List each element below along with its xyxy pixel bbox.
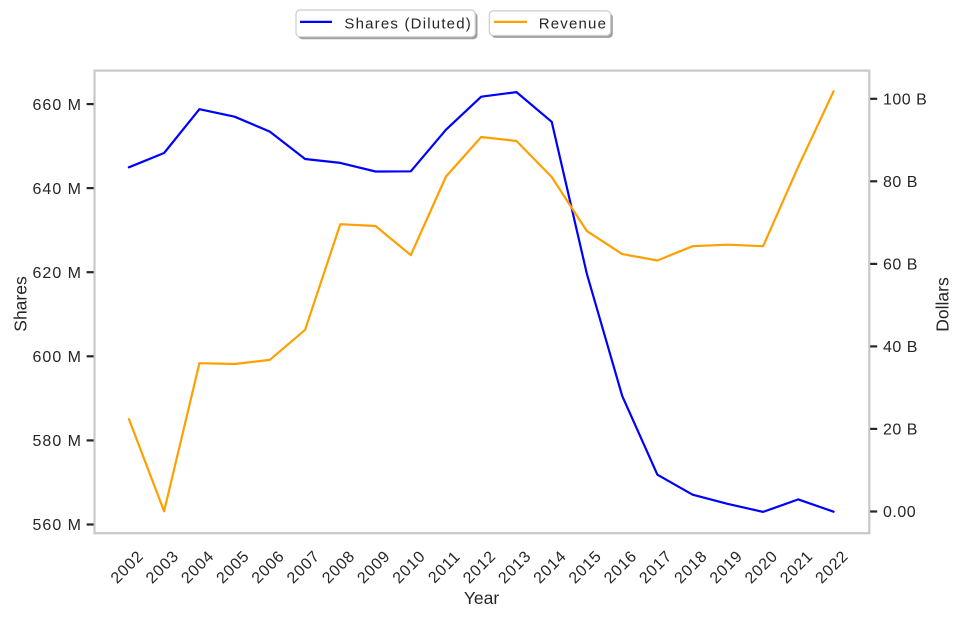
svg-text:Revenue: Revenue [539,16,607,33]
svg-text:60 B: 60 B [883,257,918,274]
svg-text:580 M: 580 M [33,433,82,450]
svg-text:20 B: 20 B [883,422,918,439]
svg-text:Year: Year [464,588,500,608]
svg-text:640 M: 640 M [33,181,82,198]
svg-text:Shares (Diluted): Shares (Diluted) [344,16,472,33]
svg-text:Shares: Shares [11,276,31,332]
svg-text:660 M: 660 M [33,97,82,114]
svg-text:40 B: 40 B [883,339,918,356]
svg-text:80 B: 80 B [883,174,918,191]
svg-text:0.00: 0.00 [883,504,916,521]
svg-text:600 M: 600 M [33,349,82,366]
svg-text:100 B: 100 B [883,92,927,109]
svg-text:Dollars: Dollars [933,277,953,332]
svg-text:560 M: 560 M [33,517,82,534]
svg-text:620 M: 620 M [33,265,82,282]
